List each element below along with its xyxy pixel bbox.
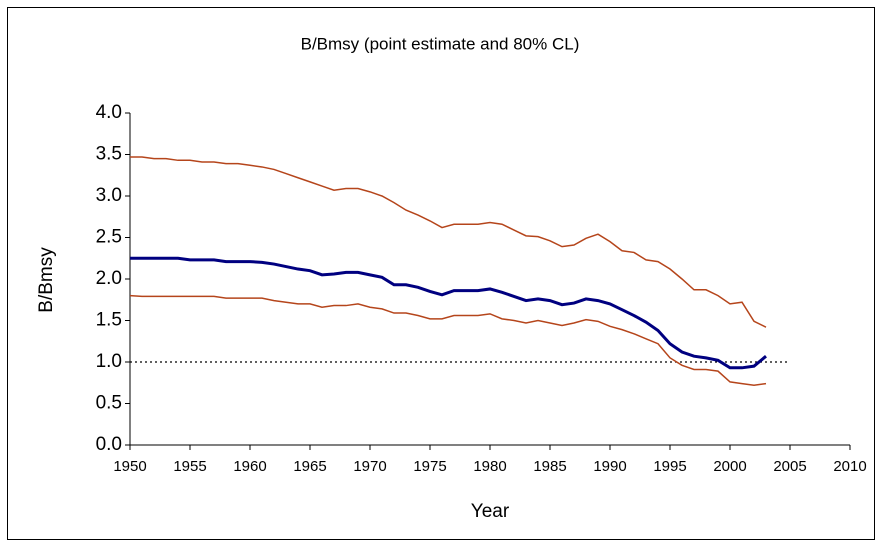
- x-tick-label: 1960: [233, 458, 266, 475]
- x-tick-label: 2000: [713, 458, 746, 475]
- x-tick-label: 1975: [413, 458, 446, 475]
- y-tick-label: 1.0: [96, 351, 122, 372]
- x-axis-label: Year: [471, 501, 510, 522]
- y-tick-label: 0.0: [96, 434, 122, 455]
- series-line: [130, 256, 767, 370]
- x-tick-label: 1985: [533, 458, 566, 475]
- y-tick-label: 1.5: [96, 310, 122, 331]
- series-line: [129, 294, 767, 386]
- chart-title: B/Bmsy (point estimate and 80% CL): [301, 34, 580, 53]
- y-tick-label: 0.5: [96, 393, 122, 414]
- y-tick-label: 3.5: [96, 144, 122, 165]
- y-tick-label: 3.0: [96, 185, 122, 206]
- series-line: [130, 156, 767, 328]
- y-tick-label: 2.5: [96, 227, 122, 248]
- y-tick-label: 4.0: [96, 102, 122, 123]
- chart-border: [7, 7, 875, 540]
- x-tick-label: 1955: [173, 458, 206, 475]
- x-tick-label: 1995: [653, 458, 686, 475]
- x-tick-label: 1965: [293, 458, 326, 475]
- x-tick-label: 1980: [473, 458, 506, 475]
- x-tick-label: 1990: [593, 458, 626, 475]
- x-tick-label: 1950: [113, 458, 146, 475]
- y-axis-label: B/Bmsy: [36, 247, 57, 313]
- y-tick-label: 2.0: [96, 268, 122, 289]
- x-tick-label: 1970: [353, 458, 386, 475]
- x-tick-label: 2005: [773, 458, 806, 475]
- x-tick-label: 2010: [833, 458, 866, 475]
